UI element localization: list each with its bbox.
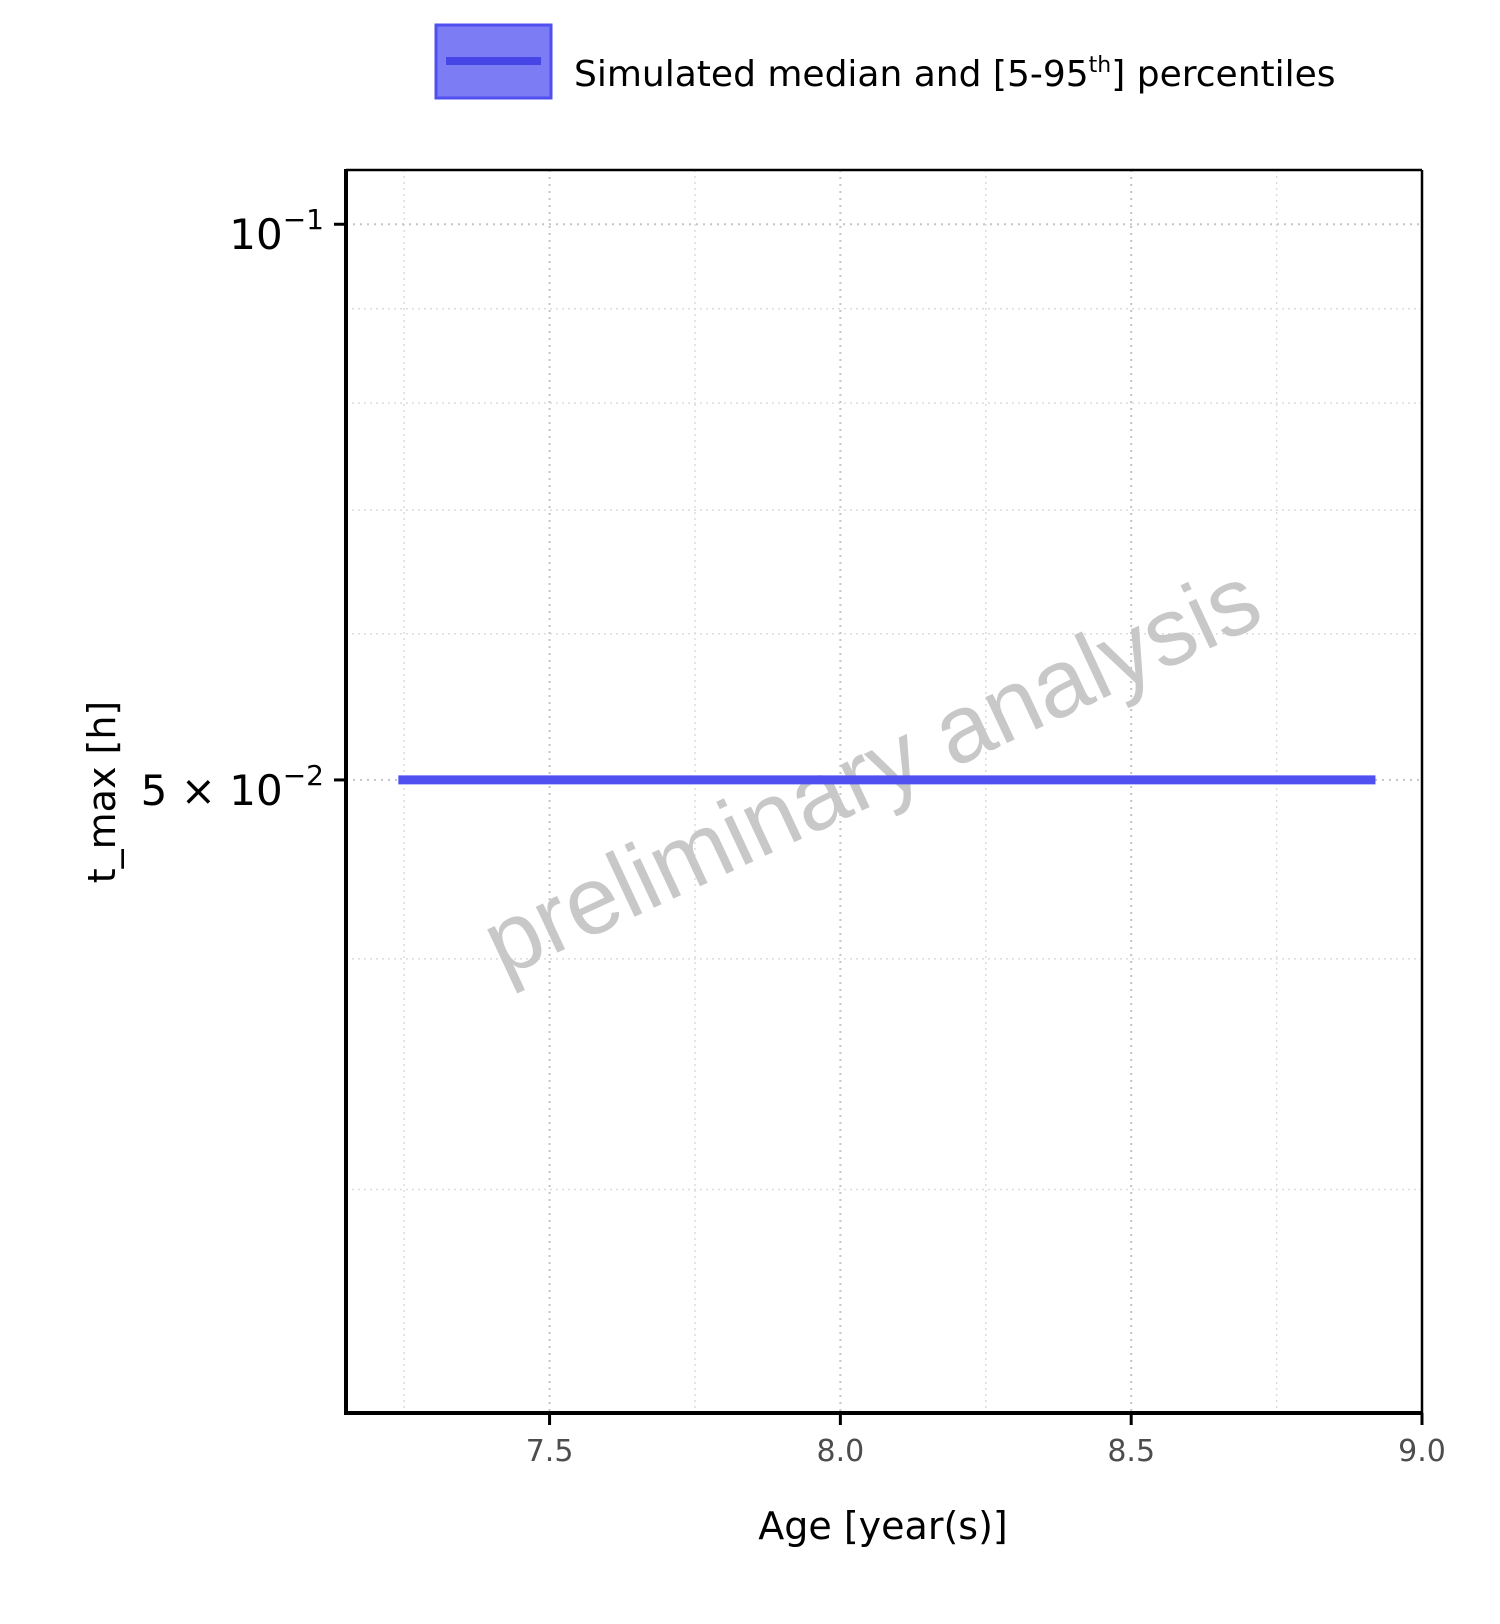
y-tick-exponent: −1 xyxy=(283,203,324,236)
x-tick-label: 7.5 xyxy=(526,1434,574,1469)
legend-entry-label: Simulated median and [5-95th] percentile… xyxy=(574,53,1336,95)
legend: Simulated median and [5-95th] percentile… xyxy=(434,23,1336,100)
y-tick-base: 5 × 10 xyxy=(141,766,283,815)
y-tick-label: 5 × 10−2 xyxy=(141,759,324,815)
y-tick-exponent: −2 xyxy=(283,759,324,792)
y-tick-label: 10−1 xyxy=(229,203,324,259)
x-axis-title: Age [year(s)] xyxy=(758,1504,1007,1548)
watermark: preliminary analysis xyxy=(467,544,1276,997)
x-tick-label: 8.0 xyxy=(817,1434,865,1469)
legend-entry-text: Simulated median and [5-95 xyxy=(574,54,1089,95)
x-tick-label: 8.5 xyxy=(1107,1434,1155,1469)
y-tick-base: 10 xyxy=(229,210,282,259)
axes: 7.5 8.0 8.5 9.0 10−1 5 × 10−2 xyxy=(141,168,1446,1469)
y-axis-title: t_max [h] xyxy=(80,701,124,884)
legend-entry-text-after: ] percentiles xyxy=(1111,54,1335,95)
x-tick-label: 9.0 xyxy=(1398,1434,1446,1469)
legend-entry-sup: th xyxy=(1089,53,1112,78)
